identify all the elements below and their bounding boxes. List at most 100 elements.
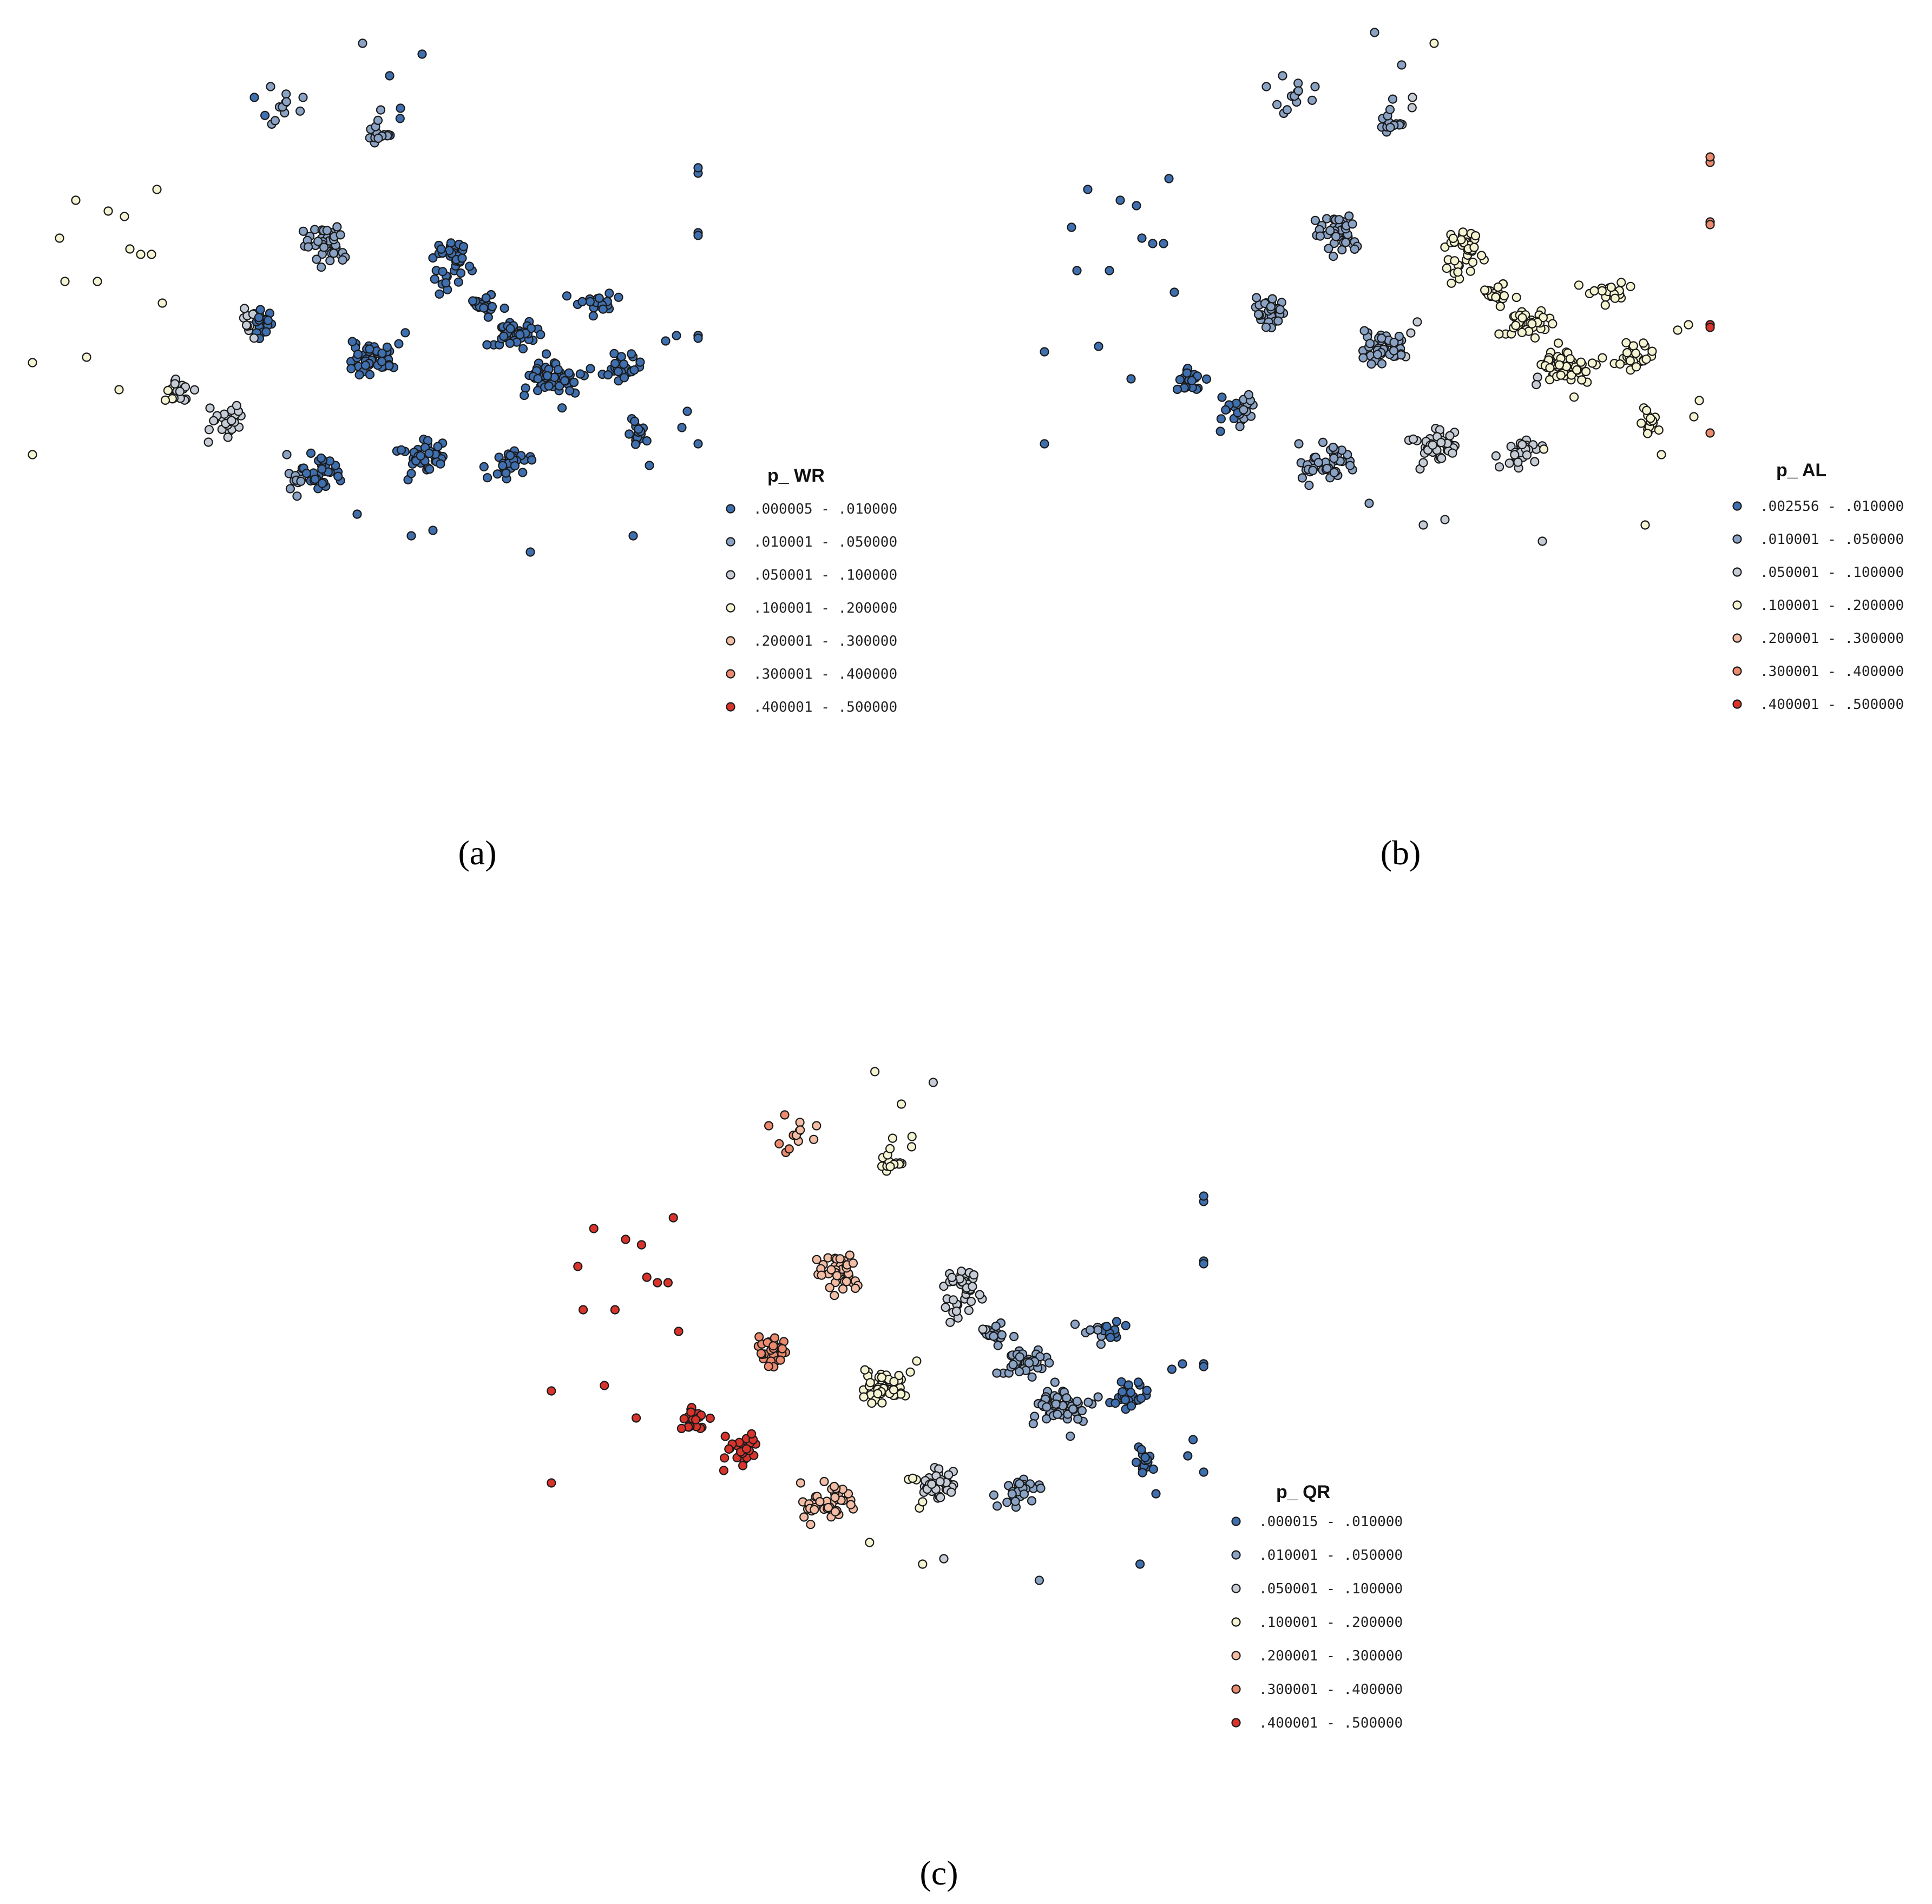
map-point-a-547 <box>677 423 687 432</box>
map-point-a-529 <box>82 352 91 362</box>
map-point-a-553 <box>298 93 308 102</box>
map-point-c-37 <box>826 1265 836 1275</box>
map-point-b-554 <box>1261 82 1271 91</box>
map-point-b-513 <box>1307 95 1317 105</box>
map-point-a-103 <box>240 304 249 313</box>
map-point-a-131 <box>346 364 356 373</box>
map-point-c-466 <box>1070 1319 1080 1329</box>
map-point-c-519 <box>796 1125 805 1135</box>
legend-swatch-c-2 <box>1231 1584 1241 1593</box>
map-point-b-431 <box>1201 374 1212 384</box>
map-point-a-419 <box>227 416 236 425</box>
map-point-c-413 <box>747 1429 757 1439</box>
map-point-b-59 <box>1440 242 1450 252</box>
map-point-c-189 <box>1027 1372 1037 1382</box>
map-point-a-437 <box>160 395 170 405</box>
map-point-a-520 <box>71 195 81 205</box>
map-point-b-439 <box>1182 368 1192 378</box>
map-point-a-243 <box>520 390 529 401</box>
legend-label-b-0: .002556 - .010000 <box>1760 498 1904 515</box>
map-point-b-57 <box>1458 227 1468 237</box>
map-point-a-281 <box>619 373 629 383</box>
map-point-b-455 <box>1512 292 1521 303</box>
map-point-a-527 <box>157 298 167 308</box>
map-point-a-531 <box>28 450 37 459</box>
map-point-a-549 <box>358 38 367 48</box>
map-point-c-452 <box>993 1341 1003 1350</box>
map-point-b-278 <box>1628 341 1638 351</box>
map-point-b-488 <box>1654 425 1664 435</box>
map-point-c-486 <box>1136 1445 1146 1454</box>
map-point-a-402 <box>223 432 233 442</box>
map-point-a-560 <box>406 531 416 541</box>
map-point-c-111 <box>777 1344 787 1354</box>
legend-swatch-c-6 <box>1231 1718 1241 1728</box>
map-point-a-387 <box>498 461 508 470</box>
legend-swatch-a-4 <box>726 636 735 646</box>
map-point-c-73 <box>948 1295 958 1305</box>
map-point-c-279 <box>1126 1388 1136 1397</box>
map-point-b-73 <box>1450 256 1460 266</box>
map-point-b-114 <box>1261 323 1271 332</box>
map-point-b-492 <box>1646 413 1655 423</box>
legend-swatch-c-4 <box>1231 1651 1241 1660</box>
map-point-a-542 <box>693 333 703 343</box>
map-point-a-151 <box>354 370 364 380</box>
map-point-a-139 <box>382 342 392 352</box>
map-point-c-36 <box>817 1270 826 1280</box>
map-point-b-37 <box>1325 226 1335 235</box>
map-point-c-477 <box>1085 1325 1095 1335</box>
map-point-b-558 <box>1640 520 1650 530</box>
map-point-a-44 <box>322 226 332 235</box>
map-point-a-42 <box>325 256 335 266</box>
legend-b: p_ AL .002556 - .010000 .010001 - .050000… <box>1732 460 1904 713</box>
map-point-c-538 <box>1199 1259 1208 1269</box>
map-point-c-242 <box>1042 1402 1052 1412</box>
map-point-c-295 <box>799 1512 809 1522</box>
map-point-b-111 <box>1275 305 1285 314</box>
map-point-a-154 <box>394 339 404 349</box>
map-point-a-534 <box>147 250 156 259</box>
map-point-b-560 <box>1418 520 1428 530</box>
map-point-c-558 <box>1135 1559 1145 1569</box>
map-point-b-463 <box>1616 278 1626 287</box>
map-point-b-452 <box>1495 301 1505 311</box>
map-point-a-277 <box>635 357 645 367</box>
map-point-a-83 <box>464 261 475 271</box>
map-point-c-113 <box>768 1341 778 1351</box>
map-point-b-478 <box>1610 293 1620 303</box>
map-point-b-65 <box>1466 266 1475 276</box>
map-point-c-516 <box>795 1118 805 1127</box>
map-point-c-546 <box>1199 1467 1208 1477</box>
map-point-c-359 <box>947 1487 956 1497</box>
map-point-c-196 <box>1015 1352 1024 1362</box>
map-point-b-71 <box>1447 278 1456 288</box>
map-point-a-558 <box>628 531 638 541</box>
map-point-c-157 <box>873 1389 883 1399</box>
map-point-a-108 <box>261 327 271 337</box>
map-point-c-415 <box>724 1444 734 1454</box>
map-point-c-492 <box>1140 1453 1150 1462</box>
map-point-a-495 <box>376 105 386 115</box>
map-point-b-366 <box>1530 457 1540 467</box>
map-point-a-392 <box>510 461 520 471</box>
map-point-c-555 <box>780 1110 790 1120</box>
map-point-c-199 <box>1014 1367 1024 1376</box>
map-point-a-261 <box>627 349 636 359</box>
map-point-a-155 <box>377 349 387 358</box>
map-point-a-364 <box>424 449 434 458</box>
map-point-a-459 <box>487 301 497 312</box>
map-point-a-283 <box>603 370 613 380</box>
map-point-a-70 <box>441 278 451 288</box>
map-point-a-282 <box>629 365 639 375</box>
map-point-b-142 <box>1365 339 1375 349</box>
map-point-c-43 <box>845 1250 855 1260</box>
map-point-b-543 <box>1684 320 1693 330</box>
map-point-a-81 <box>458 242 469 252</box>
map-point-a-475 <box>585 297 595 307</box>
map-point-a-242 <box>533 374 543 384</box>
map-point-c-531 <box>547 1478 556 1488</box>
map-point-b-103 <box>1252 293 1261 303</box>
map-point-b-281 <box>1631 362 1641 372</box>
panel-label-b: (b) <box>1381 833 1421 872</box>
